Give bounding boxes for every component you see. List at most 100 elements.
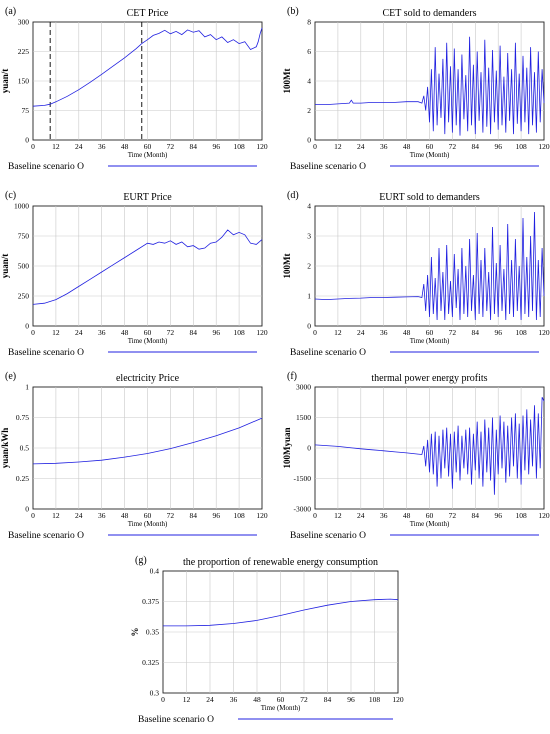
chart-panel-0: (a) CET Price 0 12 24 36 48 60 72 84 96 108 120 0 75 15… [0, 6, 268, 172]
x-tick-label: 12 [183, 695, 191, 704]
y-tick-label: 300 [18, 18, 30, 27]
y-tick-label: 1 [25, 383, 29, 392]
x-tick-label: 84 [190, 328, 198, 337]
x-tick-label: 84 [190, 511, 198, 520]
x-tick-label: 24 [357, 328, 365, 337]
x-tick-label: 36 [230, 695, 238, 704]
x-tick-label: 108 [233, 511, 245, 520]
legend-label: Baseline scenario O [138, 715, 214, 725]
x-tick-label: 72 [167, 511, 175, 520]
legend-label: Baseline scenario O [290, 531, 366, 541]
x-tick-label: 72 [449, 328, 457, 337]
x-axis-label: Time (Month) [128, 520, 168, 528]
panel-label: (d) [287, 190, 299, 201]
x-tick-label: 24 [206, 695, 214, 704]
y-tick-label: -3000 [294, 505, 312, 514]
x-tick-label: 108 [233, 328, 245, 337]
x-tick-label: 72 [167, 328, 175, 337]
x-tick-label: 36 [98, 511, 106, 520]
x-tick-label: 108 [515, 511, 527, 520]
chart-title: EURT Price [123, 192, 172, 203]
panel-label: (b) [287, 6, 299, 17]
y-tick-label: 4 [307, 77, 311, 86]
x-tick-label: 96 [494, 328, 502, 337]
legend-label: Baseline scenario O [290, 348, 366, 358]
x-tick-label: 12 [52, 511, 60, 520]
y-tick-label: 3 [307, 232, 311, 241]
series-line [314, 397, 545, 495]
x-tick-label: 36 [380, 328, 388, 337]
x-tick-label: 60 [426, 328, 434, 337]
x-tick-label: 60 [277, 695, 285, 704]
x-tick-label: 24 [75, 142, 83, 151]
y-tick-label: 2 [307, 262, 311, 271]
x-tick-label: 96 [347, 695, 355, 704]
chart-panel-6: (g) the proportion of renewable energy co… [130, 555, 404, 725]
x-tick-label: 84 [472, 328, 480, 337]
y-tick-label: 6 [307, 47, 311, 56]
x-tick-label: 12 [52, 328, 60, 337]
y-tick-label: 225 [18, 47, 30, 56]
y-tick-label: 2 [307, 106, 311, 115]
x-tick-label: 96 [494, 511, 502, 520]
y-tick-label: 0 [307, 322, 311, 331]
y-axis-label: yuan/kWh [0, 428, 10, 469]
x-tick-label: 48 [253, 695, 261, 704]
x-tick-label: 72 [300, 695, 308, 704]
panel-label: (c) [5, 190, 16, 201]
y-tick-label: 0 [307, 444, 311, 453]
x-tick-label: 96 [494, 142, 502, 151]
x-tick-label: 24 [357, 511, 365, 520]
series-line [32, 229, 263, 305]
chart-title: electricity Price [116, 373, 180, 384]
x-tick-label: 24 [75, 511, 83, 520]
x-tick-label: 60 [426, 511, 434, 520]
x-tick-label: 84 [472, 511, 480, 520]
y-tick-label: 0 [25, 322, 29, 331]
x-tick-label: 36 [380, 142, 388, 151]
chart-title: EURT sold to demanders [379, 192, 480, 203]
series-line [163, 598, 399, 627]
x-tick-label: 0 [161, 695, 165, 704]
x-tick-label: 12 [334, 142, 342, 151]
x-tick-label: 108 [233, 142, 245, 151]
x-tick-label: 48 [121, 328, 129, 337]
x-tick-label: 120 [538, 142, 550, 151]
x-tick-label: 72 [449, 511, 457, 520]
x-axis-label: Time (Month) [261, 704, 301, 712]
x-tick-label: 120 [538, 328, 550, 337]
legend-label: Baseline scenario O [8, 162, 84, 172]
x-tick-label: 0 [313, 511, 317, 520]
x-tick-label: 48 [121, 142, 129, 151]
series-line [315, 36, 545, 136]
y-axis-label: % [130, 628, 140, 637]
x-tick-label: 0 [31, 328, 35, 337]
y-tick-label: 0.25 [16, 474, 29, 483]
panel-label: (g) [135, 555, 147, 566]
x-tick-label: 48 [403, 511, 411, 520]
y-axis-label: 100Myuan [282, 427, 292, 468]
x-tick-label: 84 [324, 695, 332, 704]
x-axis-label: Time (Month) [128, 151, 168, 159]
panel-label: (e) [5, 371, 16, 382]
y-tick-label: 0.3 [150, 689, 160, 698]
x-tick-label: 36 [98, 142, 106, 151]
x-tick-label: 48 [403, 328, 411, 337]
x-tick-label: 96 [212, 142, 220, 151]
legend-label: Baseline scenario O [290, 162, 366, 172]
x-tick-label: 84 [190, 142, 198, 151]
y-tick-label: 4 [307, 202, 311, 211]
y-axis-label: 100Mt [282, 69, 292, 94]
y-tick-label: 3000 [296, 383, 311, 392]
y-tick-label: 1000 [14, 202, 29, 211]
y-tick-label: 0 [25, 136, 29, 145]
x-tick-label: 60 [144, 328, 152, 337]
x-tick-label: 12 [52, 142, 60, 151]
y-tick-label: 150 [18, 77, 30, 86]
x-tick-label: 60 [144, 142, 152, 151]
legend-label: Baseline scenario O [8, 531, 84, 541]
y-tick-label: 8 [307, 18, 311, 27]
chart-panel-4: (e) electricity Price 0 12 24 36 48 60 72 84 96 108… [0, 371, 268, 541]
x-tick-label: 36 [380, 511, 388, 520]
x-tick-label: 120 [392, 695, 404, 704]
